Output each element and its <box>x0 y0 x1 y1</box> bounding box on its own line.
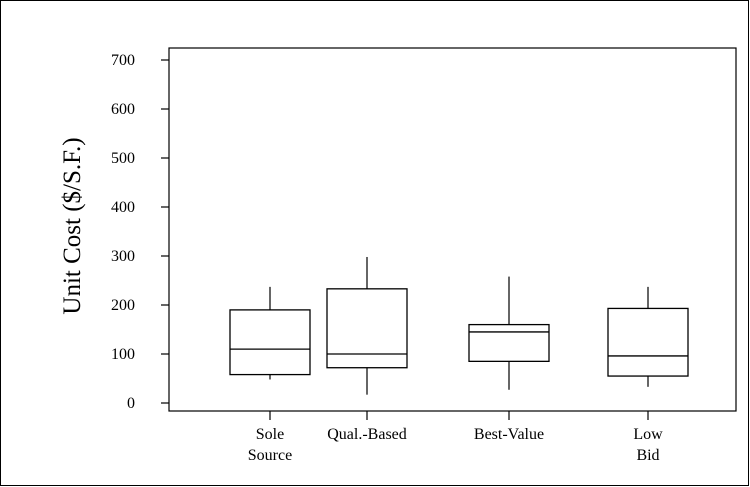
x-category-label: Low <box>633 426 663 443</box>
y-tick-label: 0 <box>127 395 135 412</box>
box-group <box>607 286 689 387</box>
box-group <box>326 256 408 395</box>
y-tick-label: 600 <box>111 101 135 118</box>
iqr-box <box>607 307 689 377</box>
y-tick-label: 500 <box>111 150 135 167</box>
box-group <box>229 286 311 380</box>
iqr-box <box>468 323 550 363</box>
box-group <box>468 276 550 390</box>
y-tick-label: 200 <box>111 297 135 314</box>
x-category-label: Source <box>248 447 292 464</box>
y-tick-label: 300 <box>111 248 135 265</box>
y-tick-label: 700 <box>111 52 135 69</box>
iqr-box <box>326 288 408 369</box>
y-axis-title: Unit Cost ($/S.F.) <box>59 137 86 314</box>
x-category-label: Sole <box>256 426 284 443</box>
x-category-label: Bid <box>636 447 659 464</box>
x-category-label: Qual.-Based <box>327 426 407 443</box>
y-tick-label: 400 <box>111 199 135 216</box>
y-tick-label: 100 <box>111 346 135 363</box>
iqr-box <box>229 309 311 376</box>
x-category-label: Best-Value <box>474 426 544 443</box>
plot-area <box>168 47 737 412</box>
